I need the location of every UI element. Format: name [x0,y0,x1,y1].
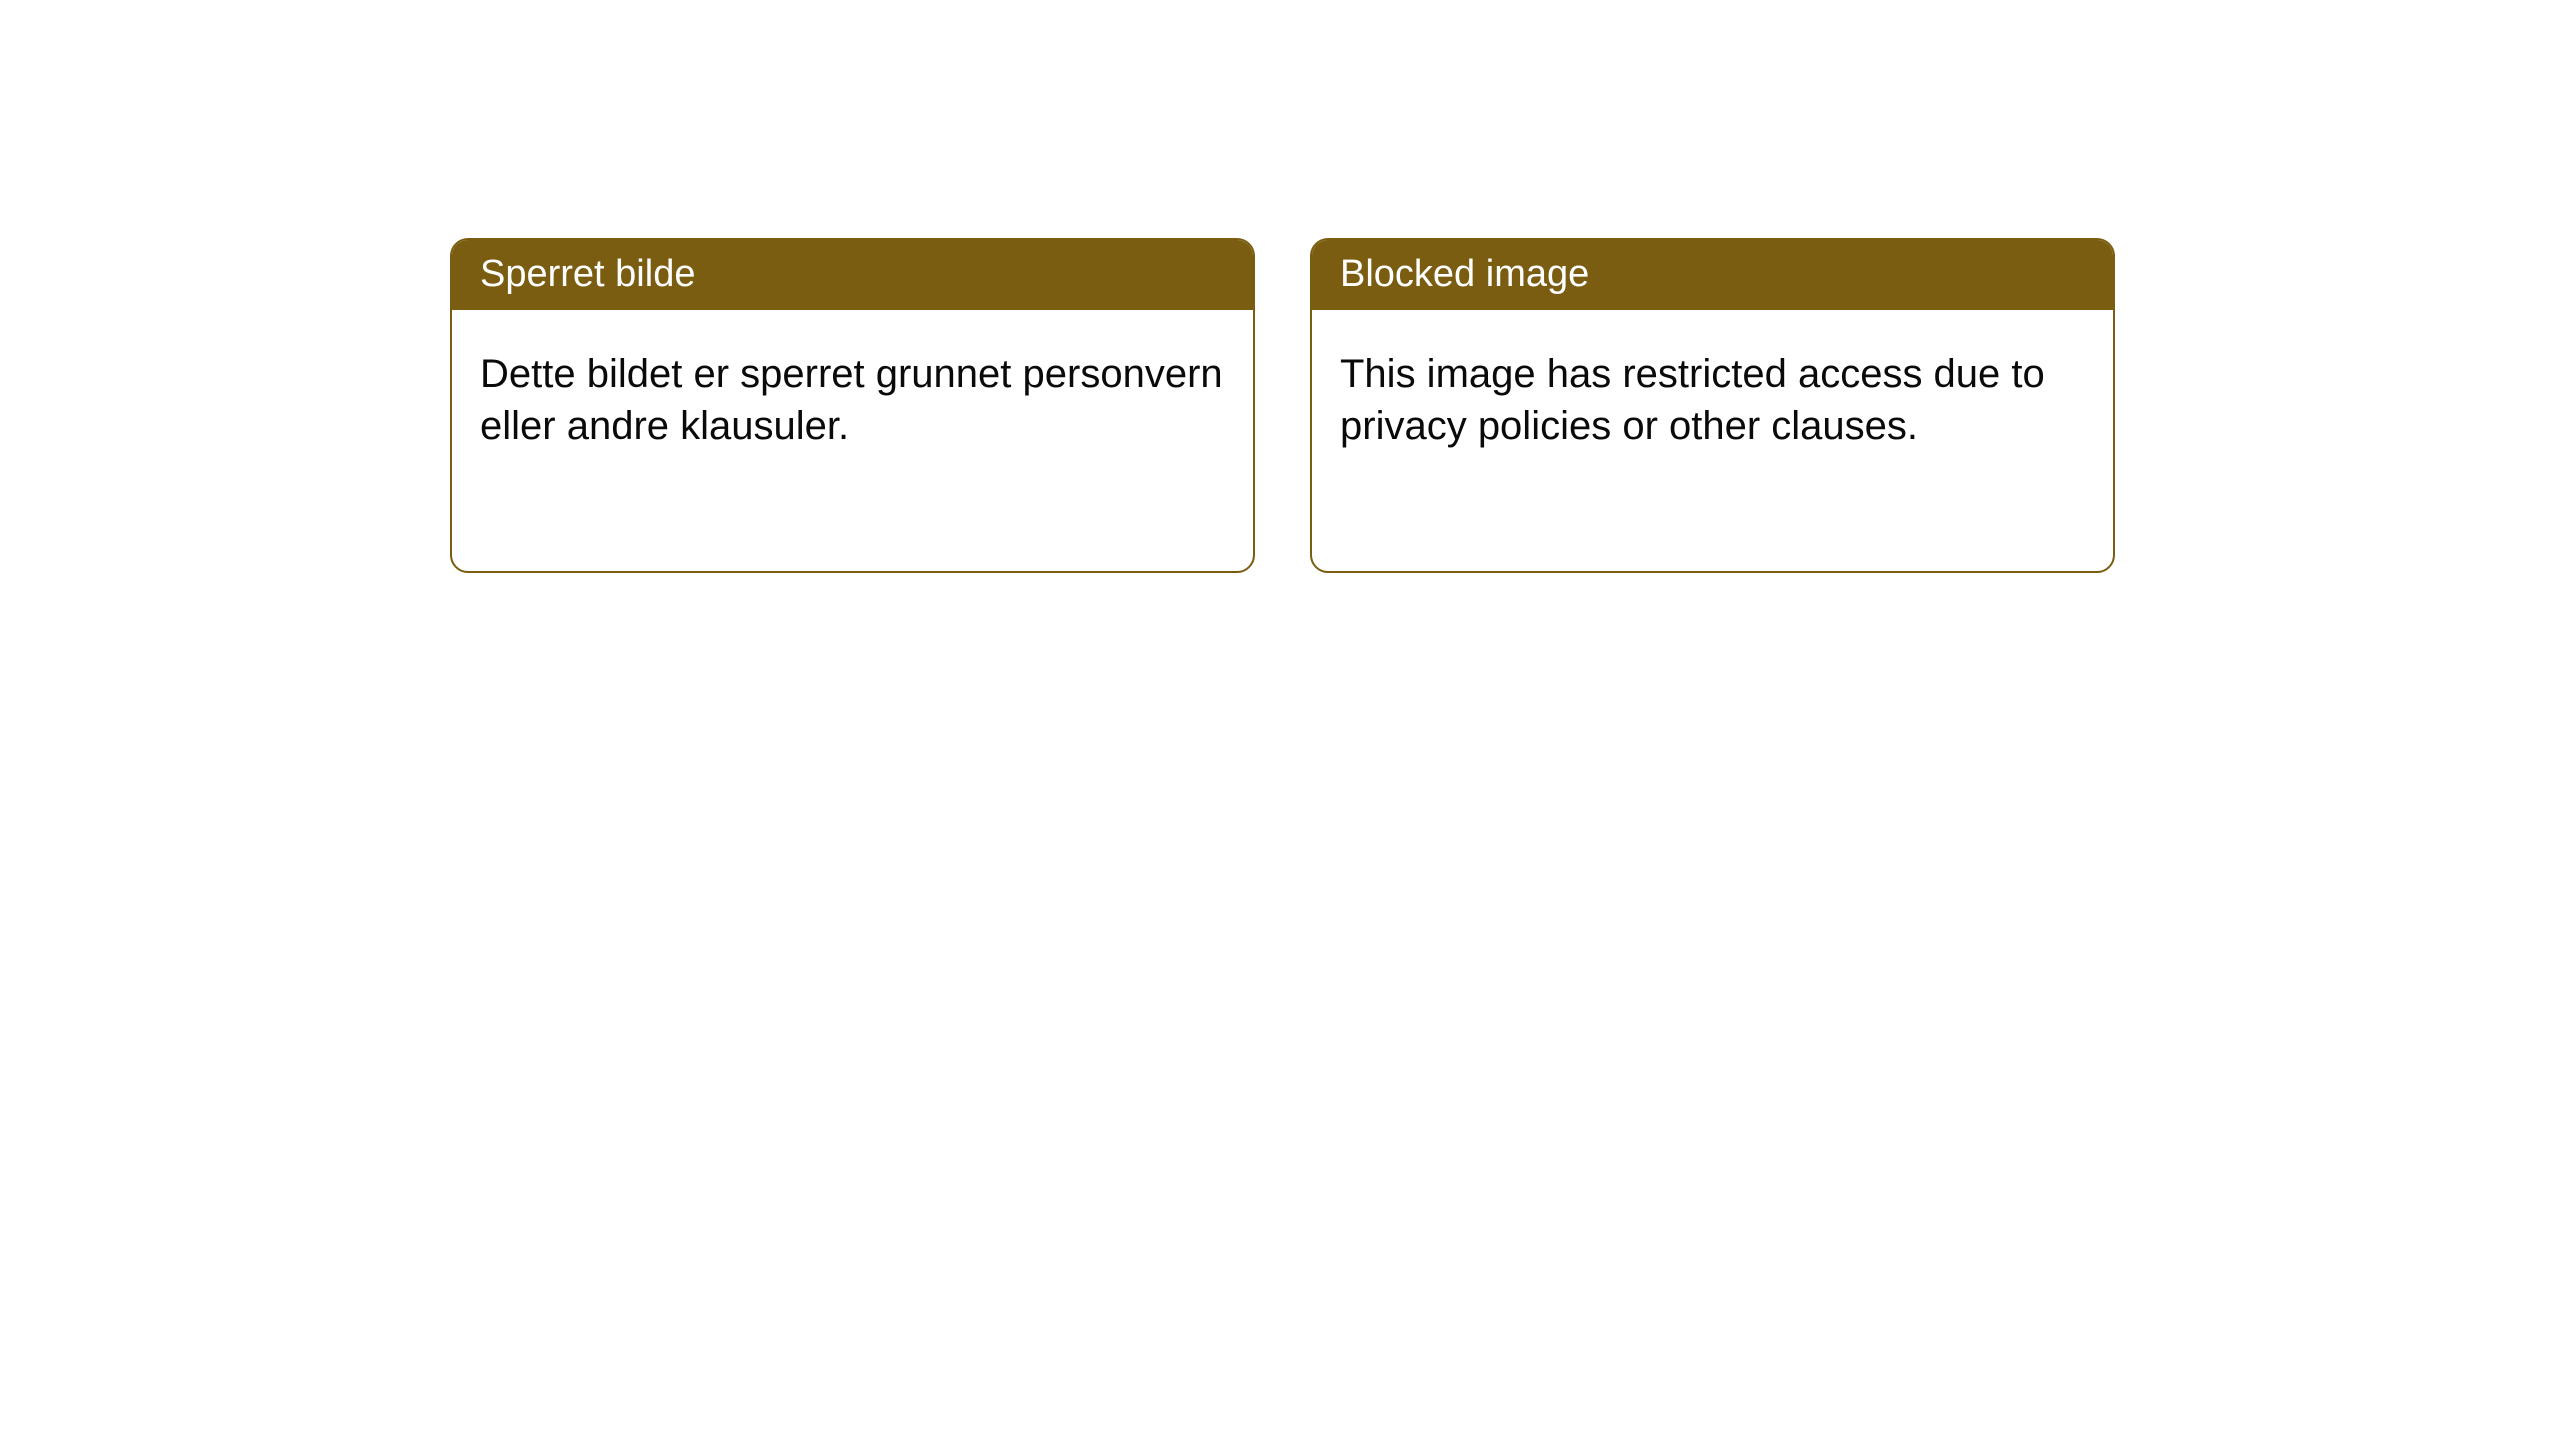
notice-container: Sperret bilde Dette bildet er sperret gr… [450,238,2115,573]
notice-body: Dette bildet er sperret grunnet personve… [452,310,1253,490]
notice-header: Blocked image [1312,240,2113,310]
notice-card-english: Blocked image This image has restricted … [1310,238,2115,573]
notice-header: Sperret bilde [452,240,1253,310]
notice-card-norwegian: Sperret bilde Dette bildet er sperret gr… [450,238,1255,573]
notice-body: This image has restricted access due to … [1312,310,2113,490]
